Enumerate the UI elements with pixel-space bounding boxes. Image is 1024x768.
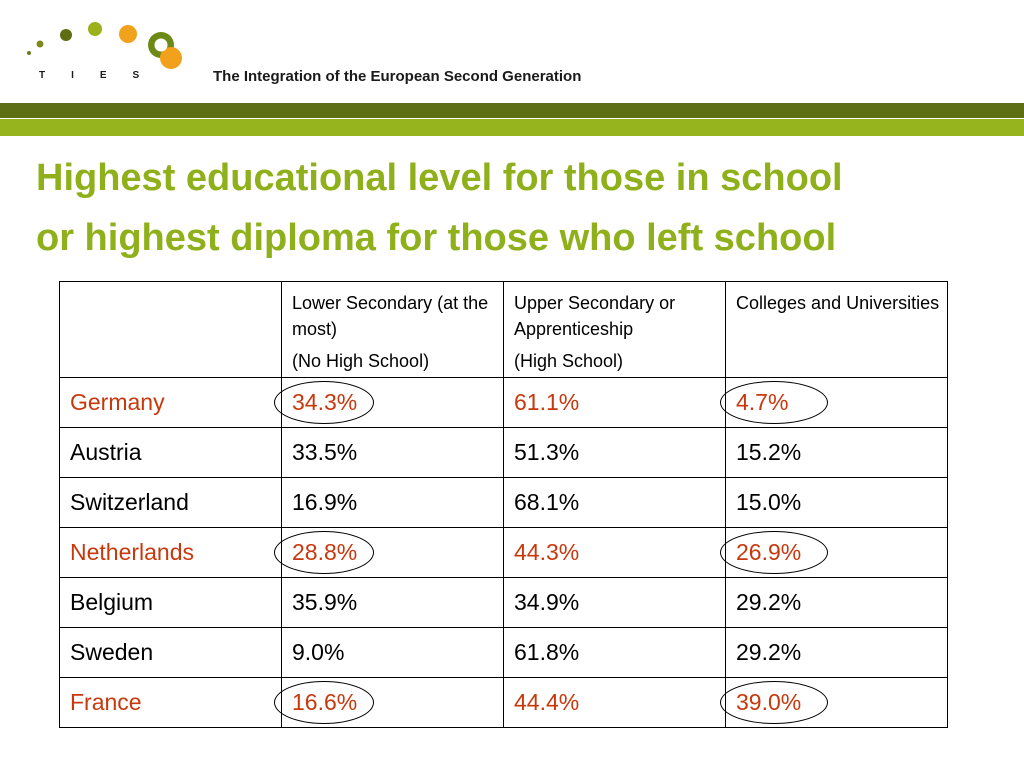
college-cell: 26.9%: [720, 527, 948, 578]
country-cell: Austria: [59, 427, 282, 478]
country-cell: Netherlands: [59, 527, 282, 578]
country-cell: Belgium: [59, 577, 282, 628]
title-line-1: Highest educational level for those in s…: [36, 157, 843, 199]
header-band-dark: [0, 103, 1024, 118]
country-cell: Switzerland: [59, 477, 282, 528]
lower-cell: 33.5%: [281, 427, 504, 478]
upper-cell: 44.3%: [503, 527, 726, 578]
slide-title: Highest educational level for those in s…: [36, 148, 1016, 268]
lower-value: 34.3%: [292, 389, 358, 415]
ties-logo-icon: [27, 22, 182, 69]
upper-cell: 61.1%: [503, 377, 726, 428]
country-cell: Sweden: [59, 627, 282, 678]
college-cell: 15.2%: [725, 427, 948, 478]
lower-value: 28.8%: [292, 539, 358, 565]
upper-cell: 61.8%: [503, 627, 726, 678]
table-row: France 16.6% 44.4% 39.0%: [59, 677, 948, 728]
lower-value: 16.6%: [292, 689, 358, 715]
title-line-2: or highest diploma for those who left sc…: [36, 217, 837, 259]
header-cell-upper: Upper Secondary or Apprenticeship (High …: [503, 281, 726, 378]
table-row: Germany 34.3% 61.1% 4.7%: [59, 377, 948, 428]
college-cell: 39.0%: [720, 677, 948, 728]
lower-cell: 16.9%: [281, 477, 504, 528]
upper-cell: 51.3%: [503, 427, 726, 478]
education-table: Lower Secondary (at the most) (No High S…: [59, 281, 948, 728]
header-cell-college: Colleges and Universities: [725, 281, 948, 378]
college-cell: 29.2%: [725, 627, 948, 678]
header-label: Upper Secondary or Apprenticeship: [514, 293, 676, 339]
college-cell: 29.2%: [725, 577, 948, 628]
college-cell: 4.7%: [720, 377, 948, 428]
table-row: Netherlands 28.8% 44.3% 26.9%: [59, 527, 948, 578]
upper-cell: 68.1%: [503, 477, 726, 528]
table-row: Sweden 9.0% 61.8% 29.2%: [59, 627, 948, 678]
college-cell: 15.0%: [725, 477, 948, 528]
header-note: (High School): [514, 351, 624, 371]
header-cell-empty: [59, 281, 282, 378]
upper-cell: 34.9%: [503, 577, 726, 628]
lower-cell: 35.9%: [281, 577, 504, 628]
header-label: Lower Secondary (at the most): [292, 293, 489, 339]
header-band-light: [0, 119, 1024, 136]
college-value: 26.9%: [736, 539, 802, 565]
upper-cell: 44.4%: [503, 677, 726, 728]
country-cell: France: [59, 677, 282, 728]
table-row: Belgium 35.9% 34.9% 29.2%: [59, 577, 948, 628]
lower-cell: 16.6%: [274, 677, 504, 728]
header-note: (No High School): [292, 351, 430, 371]
lower-cell: 34.3%: [274, 377, 504, 428]
college-value: 4.7%: [736, 389, 789, 415]
tagline: The Integration of the European Second G…: [213, 68, 582, 85]
table-header-row: Lower Secondary (at the most) (No High S…: [59, 281, 948, 378]
header-label: Colleges and Universities: [736, 293, 940, 313]
lower-cell: 9.0%: [281, 627, 504, 678]
table-row: Austria 33.5% 51.3% 15.2%: [59, 427, 948, 478]
lower-cell: 28.8%: [274, 527, 504, 578]
header-cell-lower: Lower Secondary (at the most) (No High S…: [281, 281, 504, 378]
logo-text: TIES: [39, 70, 166, 81]
college-value: 39.0%: [736, 689, 802, 715]
table-row: Switzerland 16.9% 68.1% 15.0%: [59, 477, 948, 528]
country-cell: Germany: [59, 377, 282, 428]
